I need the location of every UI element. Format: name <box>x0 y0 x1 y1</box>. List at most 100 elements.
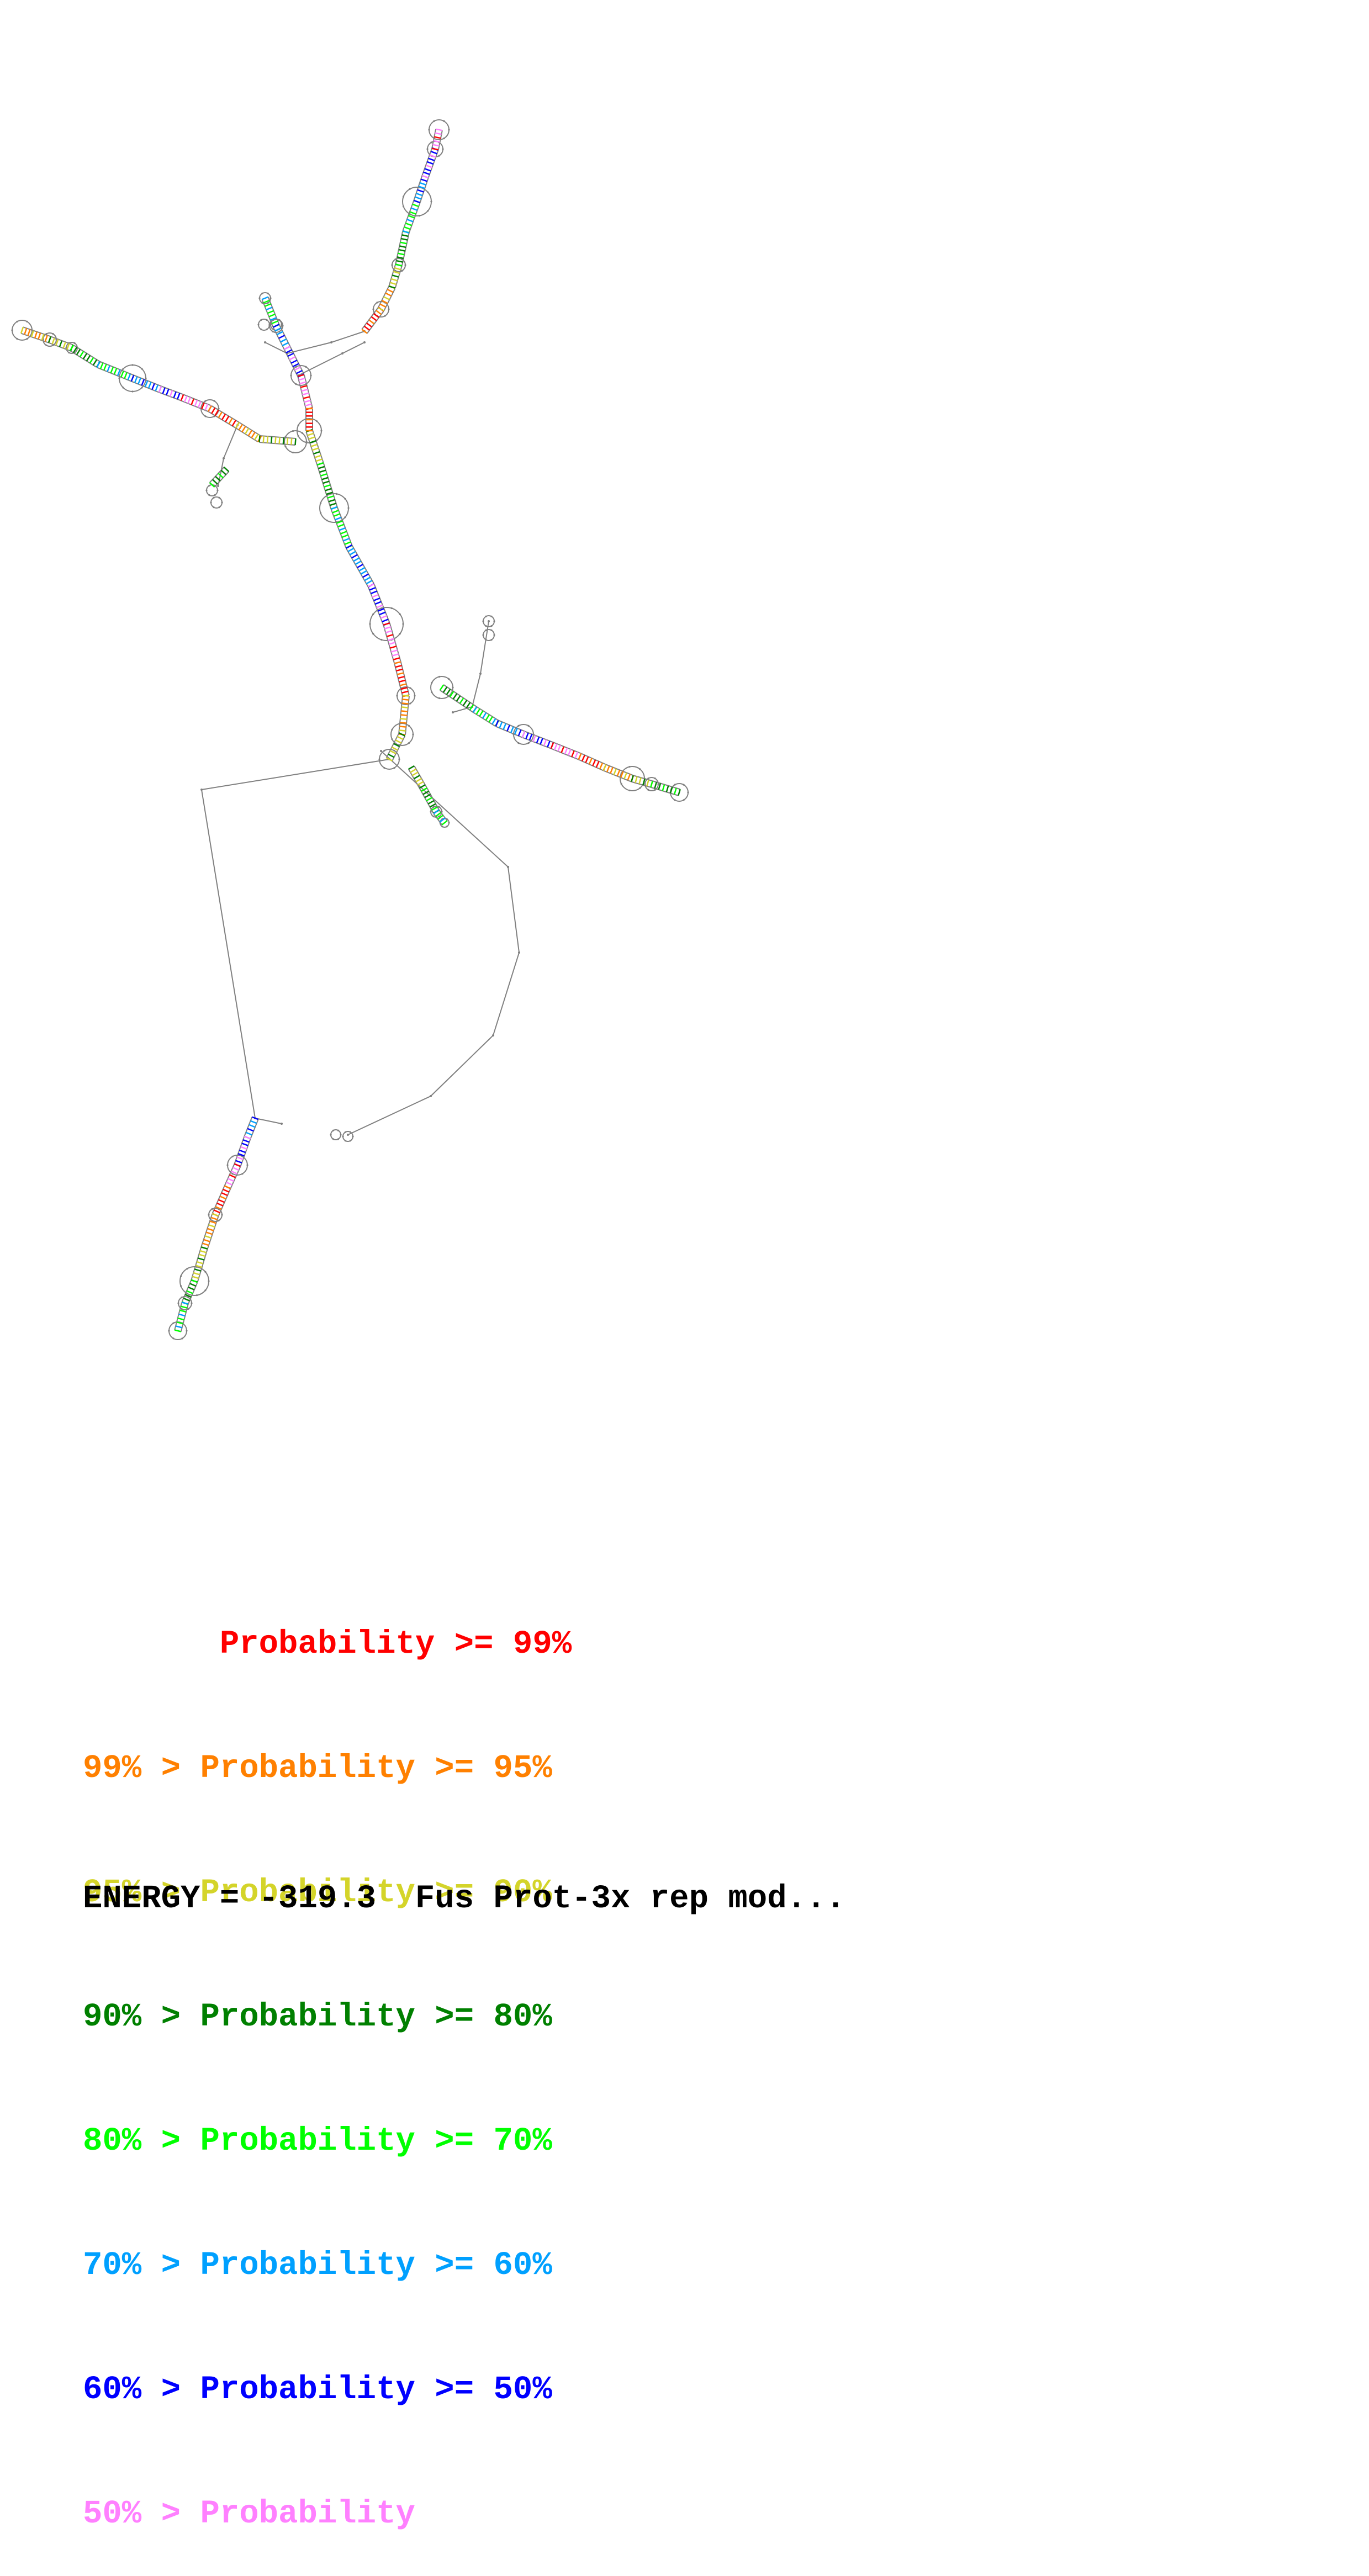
nucleotide <box>479 673 482 675</box>
stem-strand <box>197 1249 208 1283</box>
base-pair <box>400 237 408 241</box>
base-pair <box>378 307 384 311</box>
nucleotide <box>490 639 493 641</box>
legend-row-99: Probability >= 99% <box>83 1623 572 1665</box>
base-pair <box>400 241 407 245</box>
base-pair <box>408 765 415 770</box>
base-pair <box>415 196 422 200</box>
stem-strand <box>250 1119 259 1139</box>
nucleotide <box>372 308 374 310</box>
base-pair <box>290 438 293 445</box>
nucleotide <box>391 264 393 266</box>
nucleotide <box>443 137 445 140</box>
base-pair <box>229 1174 236 1178</box>
base-pair <box>204 404 209 411</box>
base-pair <box>390 278 398 282</box>
nucleotide <box>337 1129 340 1131</box>
base-pair <box>571 750 575 758</box>
base-pair <box>244 427 250 435</box>
nucleotide <box>55 338 57 341</box>
legend-row-80: 90% > Probability >= 80% <box>83 1996 572 2038</box>
nucleotide <box>507 866 509 868</box>
base-pair <box>543 739 547 747</box>
stem-strand <box>336 506 353 546</box>
base-pair <box>369 586 376 591</box>
backbone-connector <box>265 331 365 355</box>
nucleotide <box>402 195 405 198</box>
nucleotide <box>208 484 210 486</box>
base-pair <box>151 383 155 390</box>
base-pair <box>353 557 360 562</box>
base-pair <box>208 1224 215 1228</box>
base-pair <box>503 723 507 730</box>
legend-row-50: 60% > Probability >= 50% <box>83 2369 572 2410</box>
base-pair <box>389 646 397 649</box>
base-pair <box>231 1170 237 1175</box>
nucleotide <box>45 333 47 335</box>
base-pair <box>325 488 332 491</box>
nucleotide <box>647 789 649 791</box>
base-pair <box>405 223 413 226</box>
base-pair <box>228 417 233 425</box>
base-pair <box>236 1156 244 1160</box>
nucleotide <box>213 496 215 499</box>
nucleotide <box>446 818 448 820</box>
nucleotide <box>208 1280 210 1282</box>
nucleotide <box>217 485 219 487</box>
base-pair <box>482 712 487 719</box>
nucleotide <box>485 615 487 617</box>
base-pair <box>197 401 202 408</box>
base-pair <box>510 726 514 733</box>
nucleotide <box>490 615 493 617</box>
base-pair <box>183 395 188 403</box>
nucleotide <box>210 501 212 504</box>
base-pair <box>399 729 406 732</box>
base-pair <box>231 420 236 427</box>
base-pair <box>282 437 285 445</box>
base-pair <box>393 271 400 274</box>
base-pair <box>435 128 443 131</box>
base-pair <box>280 338 287 343</box>
base-pair <box>423 171 430 175</box>
nucleotide <box>68 352 70 354</box>
base-pair <box>550 742 554 749</box>
nucleotide <box>378 758 380 760</box>
stem-strand <box>401 232 410 266</box>
base-pair <box>578 753 582 760</box>
base-pair <box>437 814 444 820</box>
base-pair <box>141 379 145 386</box>
nucleotide <box>347 1134 349 1136</box>
base-pair <box>234 1163 241 1167</box>
nucleotide <box>305 366 307 368</box>
nucleotide <box>527 724 530 727</box>
nucleotide <box>628 789 631 792</box>
nucleotide <box>394 258 397 261</box>
nucleotide <box>301 449 304 452</box>
base-pair <box>399 726 406 728</box>
base-pair <box>408 215 415 219</box>
base-pair <box>215 475 221 482</box>
base-pair <box>44 335 48 342</box>
base-pair <box>225 415 230 422</box>
base-pair <box>616 769 621 777</box>
nucleotide <box>342 1135 344 1138</box>
base-pair <box>274 327 282 332</box>
base-pair <box>399 245 406 248</box>
nucleotide <box>490 629 493 631</box>
base-pair <box>177 393 181 400</box>
legend-row-70: 80% > Probability >= 70% <box>83 2120 572 2162</box>
base-pair <box>371 316 377 321</box>
base-pair <box>574 752 579 759</box>
nucleotide <box>427 191 429 193</box>
nucleotide <box>448 822 450 824</box>
legend-label: Probability >= 50% <box>200 2371 552 2408</box>
nucleotide <box>396 695 398 697</box>
base-pair <box>528 733 533 741</box>
base-pair <box>239 1149 246 1154</box>
base-pair <box>155 384 159 392</box>
loop <box>210 496 223 509</box>
stem-strand <box>214 471 230 488</box>
nucleotide <box>482 620 484 622</box>
nucleotide <box>432 816 435 818</box>
base-pair <box>383 296 390 300</box>
